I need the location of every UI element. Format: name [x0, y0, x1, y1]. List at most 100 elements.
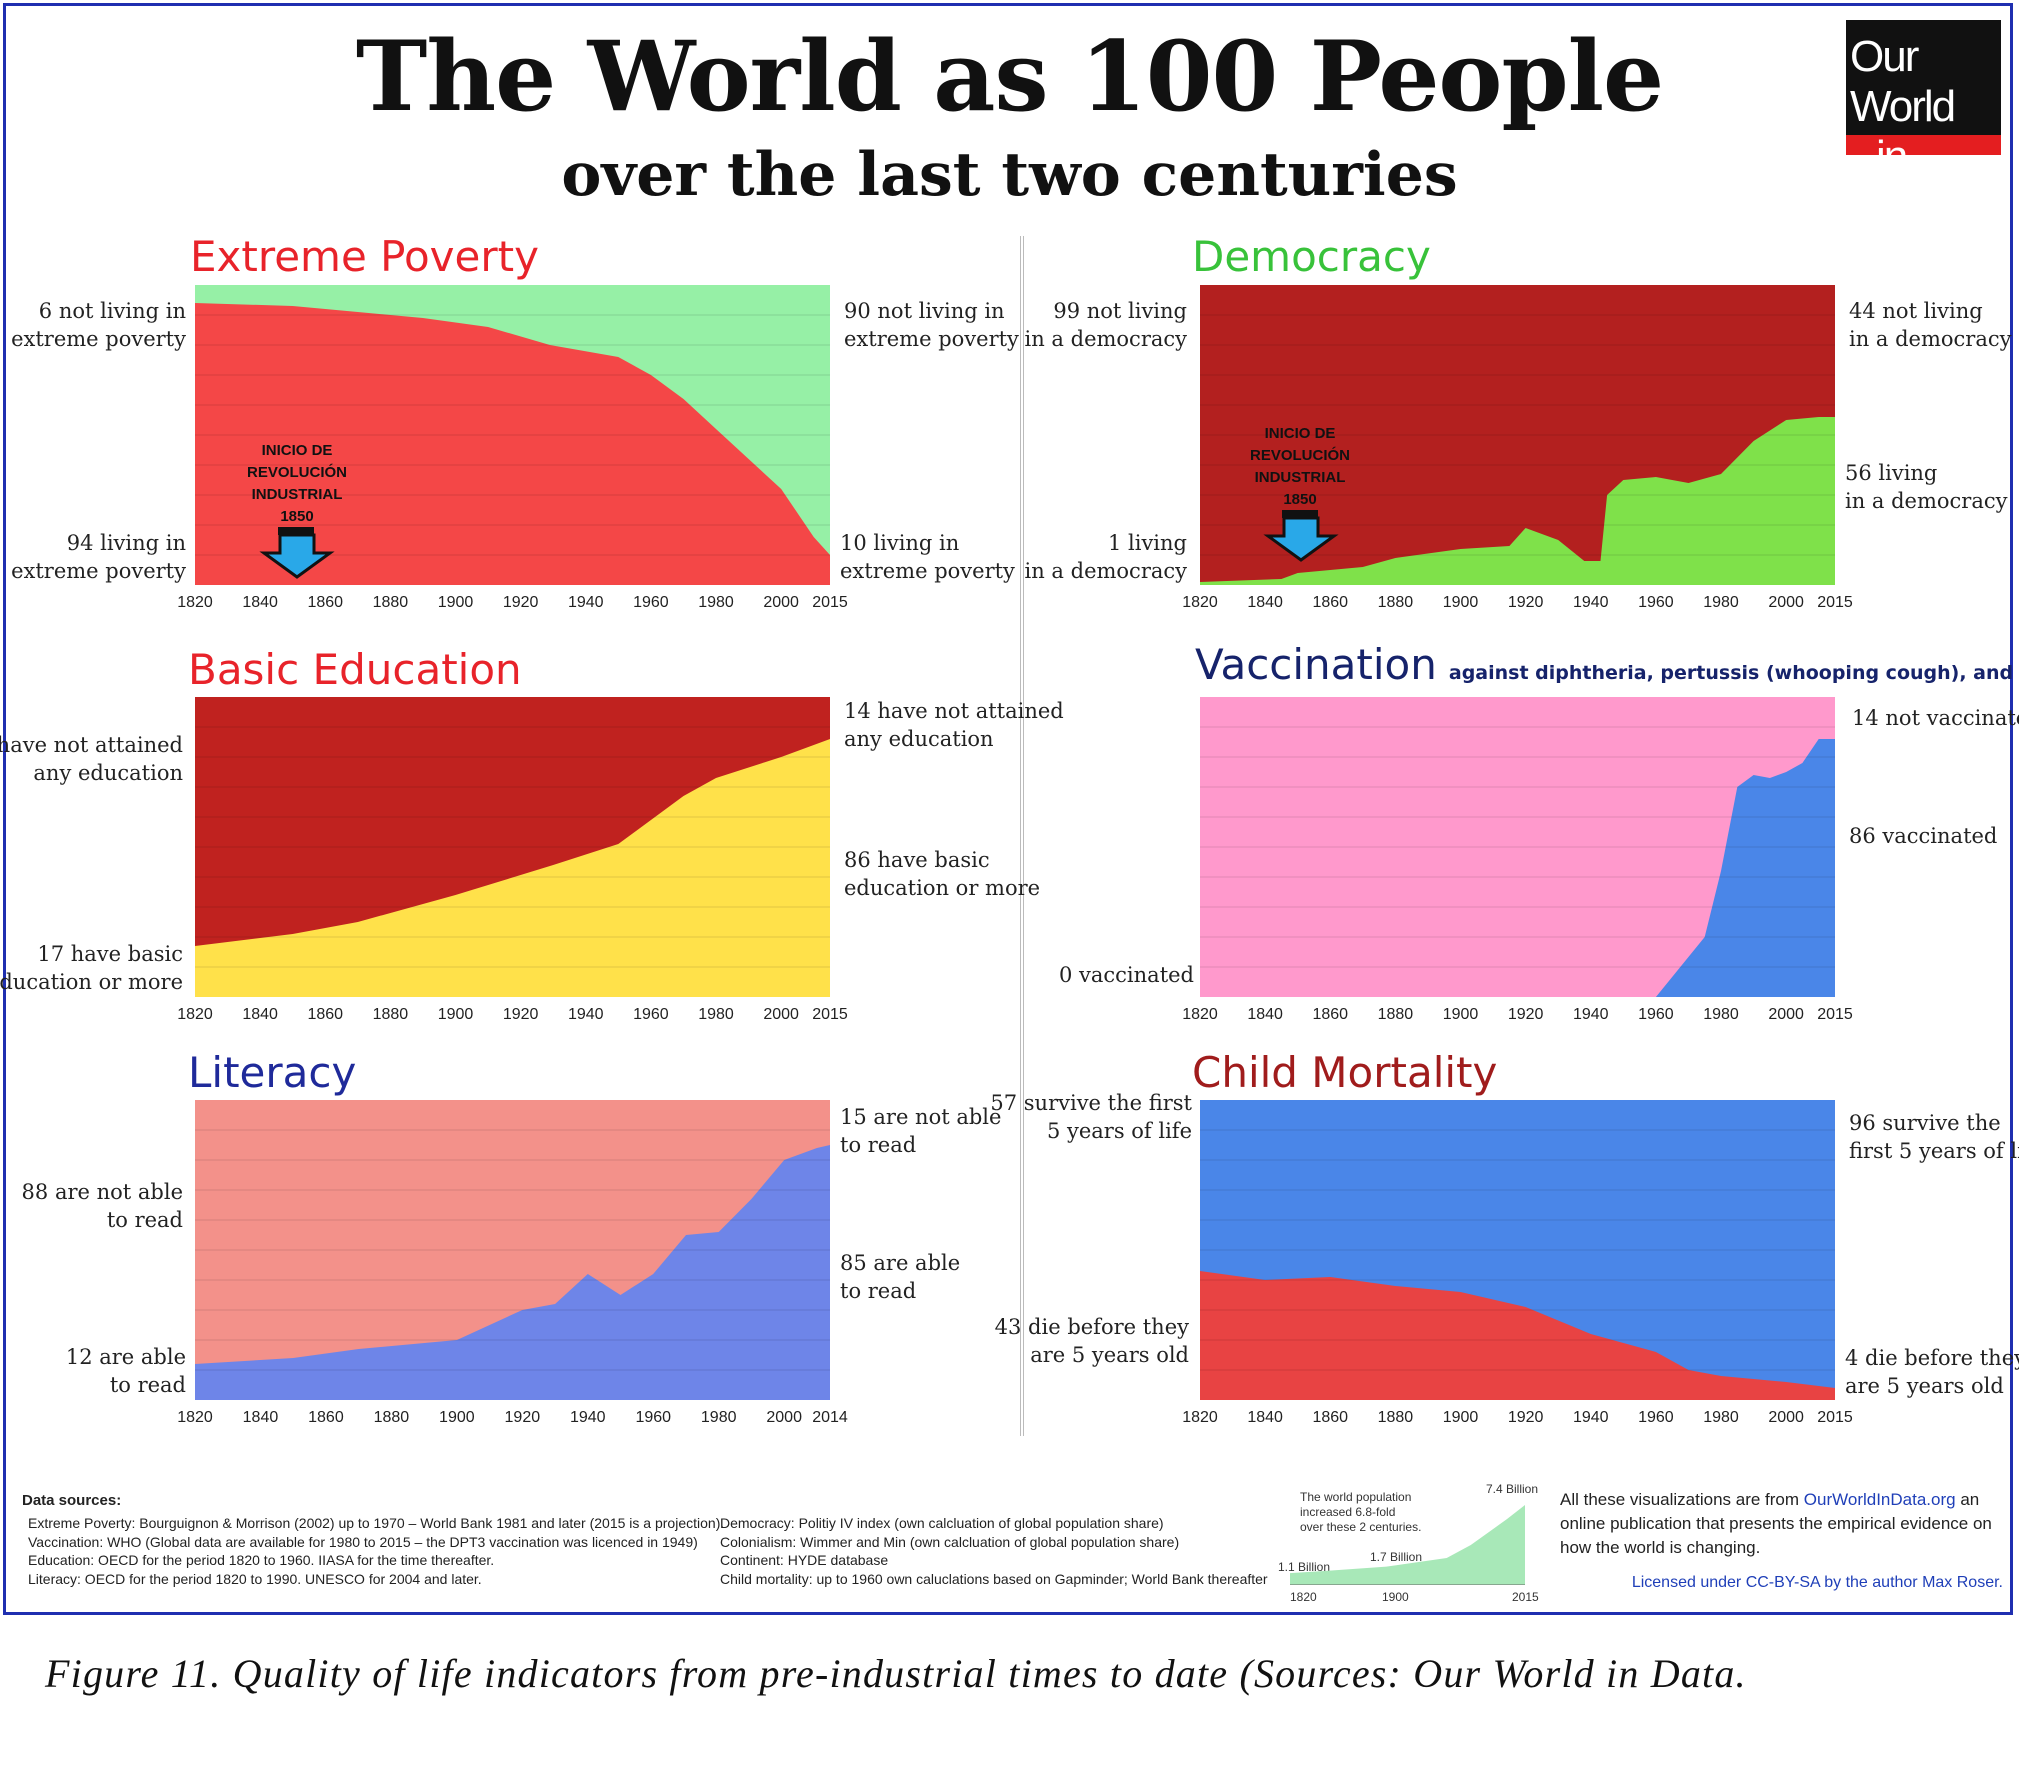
down-arrow-icon [1263, 510, 1339, 562]
label-line: 83 have not attained [0, 733, 183, 757]
label-line: extreme poverty [11, 327, 186, 351]
sources-header: Data sources: [22, 1492, 122, 1509]
x-tick-label: 1960 [1638, 1006, 1674, 1023]
education-right-top-label: 14 have not attained any education [844, 697, 1064, 753]
vaccination-title-block: Vaccination against diphtheria, pertussis… [1195, 640, 2019, 689]
x-tick-label: 1960 [633, 1006, 669, 1023]
area-die-before-they-are-5-years-old [1200, 1271, 1835, 1400]
literacy-left-top-label: 88 are not able to read [22, 1178, 183, 1234]
x-tick-label: 1880 [1378, 594, 1414, 611]
mortality-title: Child Mortality [1192, 1048, 1498, 1097]
literacy-left-bottom-label: 12 are able to read [66, 1343, 186, 1399]
education-right-bottom-label: 86 have basic education or more [844, 846, 1040, 902]
sources-right-column: Democracy: Politiy IV index (own calclua… [720, 1514, 1268, 1588]
logo-line-1: Our World [1850, 32, 1956, 131]
area-are-able-to-read [195, 1145, 830, 1400]
x-tick-label: 1860 [1312, 1409, 1348, 1426]
x-tick-label: 2015 [812, 594, 848, 611]
mortality-left-top-label: 57 survive the first 5 years of life [990, 1089, 1192, 1145]
label-line: are 5 years old [1845, 1374, 2004, 1398]
democracy-left-top-label: 99 not living in a democracy [1025, 297, 1187, 353]
x-tick-label: 1840 [1247, 1409, 1283, 1426]
x-tick-label: 1860 [307, 594, 343, 611]
note-line: 1850 [280, 508, 314, 525]
x-tick-label: 1900 [1443, 594, 1479, 611]
note-line: REVOLUCIÓN [246, 464, 347, 481]
down-arrow-icon [259, 527, 335, 579]
label-line: 15 are not able [840, 1105, 1002, 1129]
sources-left-column: Extreme Poverty: Bourguignon & Morrison … [28, 1514, 724, 1588]
literacy-right-top-label: 15 are not able to read [840, 1103, 1001, 1159]
poverty-right-top-label: 90 not living in extreme poverty [844, 297, 1019, 353]
x-tick-label: 1920 [1508, 1006, 1544, 1023]
note-line: INICIO DE [1264, 425, 1336, 442]
label-line: 6 not living in [38, 299, 186, 323]
label-line: in a democracy [1024, 559, 1187, 583]
population-start-label: 1.1 Billion [1278, 1560, 1331, 1574]
label-line: 56 living [1845, 461, 1938, 485]
page-title: The World as 100 People [355, 20, 1664, 133]
label-line: to read [109, 1373, 186, 1397]
literacy-title: Literacy [188, 1048, 357, 1097]
label-line: 10 living in [840, 531, 960, 555]
x-tick-label: 1920 [503, 1006, 539, 1023]
label-line: 86 vaccinated [1849, 824, 1998, 848]
industrial-revolution-note-democracy: INICIO DE REVOLUCIÓN INDUSTRIAL 1850 [1245, 423, 1355, 511]
label-line: extreme poverty [11, 559, 186, 583]
data-sources: Data sources: Extreme Poverty: Bourguign… [22, 1492, 1268, 1612]
population-area [1290, 1505, 1525, 1585]
label-line: 86 have basic [844, 848, 990, 872]
label-line: 5 years of life [1046, 1119, 1192, 1143]
x-tick-label: 1980 [1703, 594, 1739, 611]
x-tick-label: 1880 [1378, 1006, 1414, 1023]
x-tick-label: 1880 [1378, 1409, 1414, 1426]
label-line: 99 not living [1053, 299, 1187, 323]
education-left-top-label: 83 have not attained any education [0, 731, 183, 787]
source-line: Education: OECD for the period 1820 to 1… [28, 1552, 495, 1568]
note-line: REVOLUCIÓN [1249, 447, 1350, 464]
x-tick-label: 1840 [242, 1006, 278, 1023]
label-line: education or more [844, 876, 1041, 900]
label-line: 14 not vaccinated [1852, 706, 2019, 730]
owid-link[interactable]: OurWorldInData.org [1803, 1490, 1956, 1509]
info-prefix: All these visualizations are from [1560, 1490, 1804, 1509]
x-tick-label: 1860 [1312, 1006, 1348, 1023]
x-tick-label: 1820 [177, 1409, 213, 1426]
label-line: education or more [0, 970, 183, 994]
x-tick-label: 1840 [243, 1409, 279, 1426]
x-tick-label: 1980 [1703, 1006, 1739, 1023]
logo-line-2: in Data [1876, 132, 1963, 231]
source-line: Democracy: Politiy IV index (own calclua… [720, 1515, 1164, 1531]
note-line: increased 6.8-fold [1300, 1505, 1396, 1519]
label-line: to read [106, 1208, 183, 1232]
x-tick-label: 1940 [1573, 594, 1609, 611]
x-tick-label: 2000 [1768, 1409, 1804, 1426]
democracy-left-bottom-label: 1 living in a democracy [1025, 529, 1187, 585]
x-tick-label: 1980 [698, 594, 734, 611]
education-left-bottom-label: 17 have basic education or more [0, 940, 183, 996]
label-line: 94 living in [66, 531, 186, 555]
democracy-right-top-label: 44 not living in a democracy [1849, 297, 2011, 353]
mortality-right-top-label: 96 survive the first 5 years of life [1849, 1109, 2019, 1165]
label-line: extreme poverty [840, 559, 1015, 583]
note-line: over these 2 centuries. [1300, 1520, 1422, 1534]
population-tick-1900: 1900 [1382, 1590, 1409, 1604]
x-tick-label: 1900 [438, 594, 474, 611]
x-tick-label: 1900 [1443, 1409, 1479, 1426]
note-line: INDUSTRIAL [1254, 469, 1346, 486]
population-area-fill [1290, 1505, 1525, 1585]
label-line: are 5 years old [1030, 1343, 1189, 1367]
x-tick-label: 1920 [503, 594, 539, 611]
label-line: 14 have not attained [844, 699, 1064, 723]
source-line: Continent: HYDE database [720, 1552, 889, 1568]
x-tick-label: 2000 [763, 1006, 799, 1023]
info-suffix: an online publication that presents the … [1560, 1490, 1992, 1557]
label-line: 90 not living in [844, 299, 1005, 323]
label-line: 12 are able [65, 1345, 186, 1369]
page-subtitle: over the last two centuries [561, 140, 1458, 210]
x-tick-label: 1980 [1703, 1409, 1739, 1426]
label-line: any education [844, 727, 994, 751]
vaccination-chart: 1820 1840 1860 1880 1900 1920 1940 1960 1980 2000… [1182, 697, 1853, 1023]
figure-caption: Figure 11. Quality of life indicators fr… [45, 1651, 1747, 1696]
area-vaccinated [1200, 739, 1835, 997]
